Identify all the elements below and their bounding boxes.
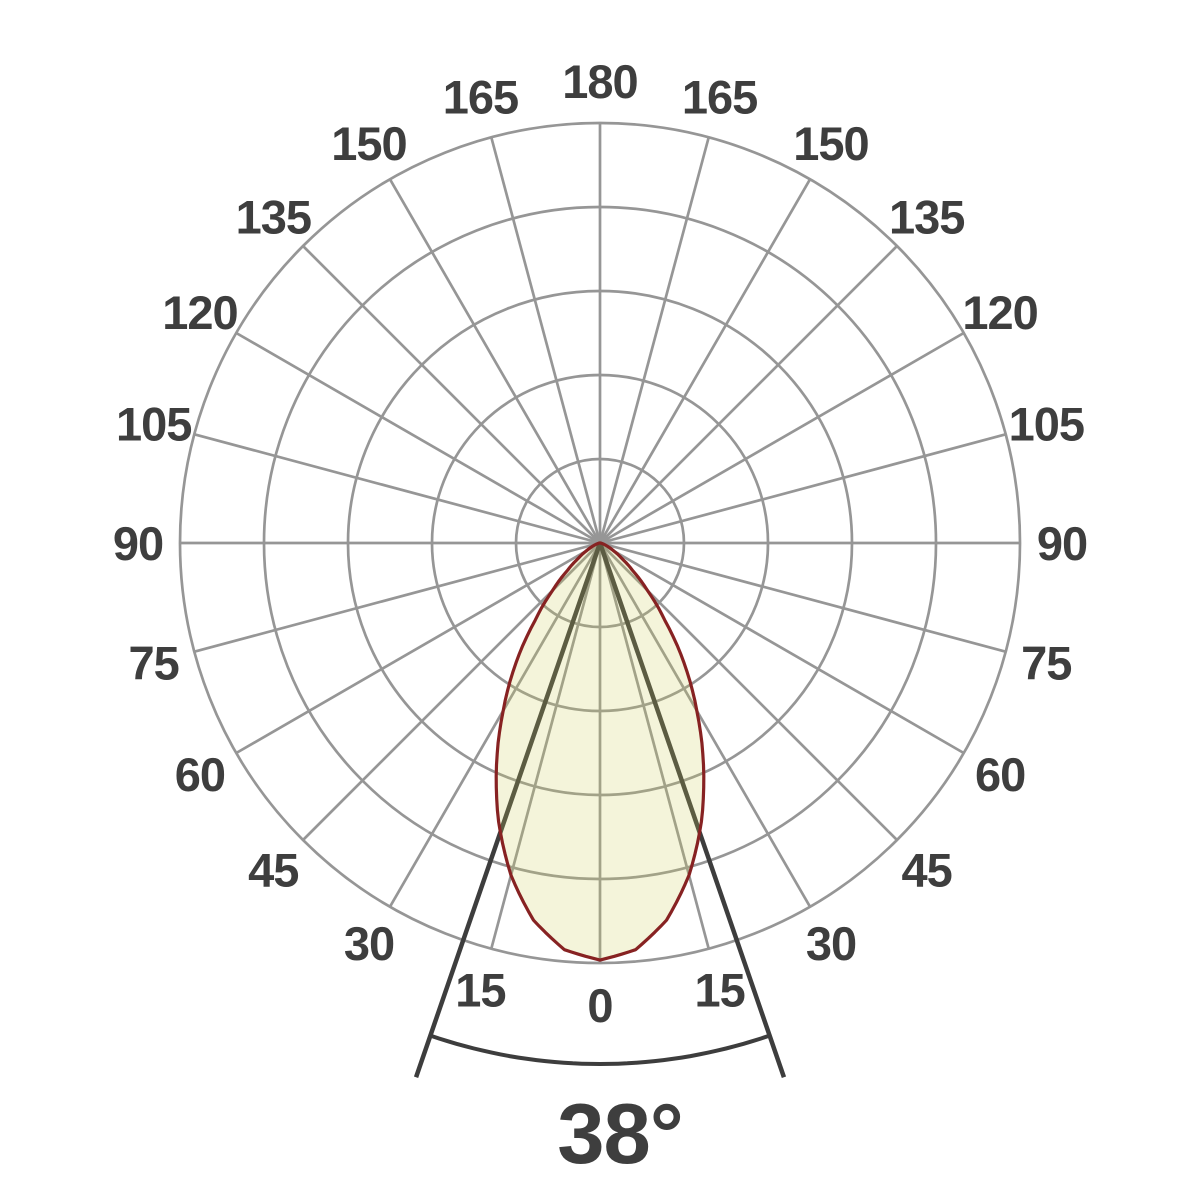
- grid-spoke: [388, 542, 602, 908]
- angle-tick-label-45-right: 45: [902, 844, 952, 897]
- beam-angle-line-left: [413, 542, 603, 1078]
- angle-tick-label-45-left: 45: [248, 844, 298, 897]
- angle-tick-label-15-right: 15: [694, 963, 744, 1016]
- angle-tick-label-75-left: 75: [129, 637, 179, 690]
- grid-spoke: [599, 331, 965, 545]
- angle-tick-label-30-right: 30: [806, 917, 856, 970]
- grid-spoke: [489, 542, 602, 950]
- angle-tick-label-105-left: 105: [116, 397, 191, 450]
- angle-tick-label-75-right: 75: [1021, 637, 1071, 690]
- angle-tick-label-180: 180: [562, 55, 637, 108]
- angle-tick-label-150-left: 150: [331, 117, 406, 170]
- grid-spoke: [599, 432, 1007, 545]
- angle-tick-label-135-right: 135: [889, 190, 964, 243]
- grid-spoke: [599, 245, 898, 544]
- angle-tick-label-15-left: 15: [455, 963, 505, 1016]
- intensity-lobe: [494, 541, 706, 962]
- beam-angle-value: 38°: [557, 1087, 683, 1182]
- angle-tick-label-0: 0: [587, 979, 612, 1032]
- angle-tick-labels: 0 15 15 30 30 45 45 60 60 75 75 90 90 105 105 120 120 135…: [113, 55, 1088, 1032]
- angle-tick-label-90-left: 90: [113, 517, 163, 570]
- angle-tick-label-150-right: 150: [793, 117, 868, 170]
- angle-tick-label-165-right: 165: [682, 71, 757, 124]
- grid-spoke: [193, 541, 601, 654]
- grid-spoke: [599, 541, 965, 755]
- grid-spoke: [599, 541, 1007, 654]
- angle-tick-label-120-right: 120: [962, 286, 1037, 339]
- polar-grid: [178, 121, 1022, 965]
- grid-spoke: [302, 245, 601, 544]
- grid-spoke: [235, 331, 601, 545]
- grid-spoke: [489, 136, 602, 544]
- beam-angle-markers: [413, 542, 787, 1078]
- angle-tick-label-135-left: 135: [236, 190, 311, 243]
- angle-tick-label-60-left: 60: [175, 748, 225, 801]
- angle-tick-label-120-left: 120: [162, 286, 237, 339]
- grid-spoke: [388, 178, 602, 544]
- angle-tick-label-105-right: 105: [1009, 397, 1084, 450]
- grid-spoke: [598, 136, 711, 544]
- grid-spoke: [598, 542, 812, 908]
- grid-spoke: [598, 542, 711, 950]
- angle-tick-label-165-left: 165: [443, 71, 518, 124]
- grid-spoke: [598, 178, 812, 544]
- angle-tick-label-60-right: 60: [975, 748, 1025, 801]
- grid-spoke: [235, 541, 601, 755]
- grid-spoke: [193, 432, 601, 545]
- intensity-lobe-path: [494, 541, 706, 962]
- angle-tick-label-30-left: 30: [344, 917, 394, 970]
- angle-tick-label-90-right: 90: [1037, 517, 1087, 570]
- beam-angle-arc: [429, 1033, 771, 1067]
- beam-angle-line-right: [597, 542, 787, 1078]
